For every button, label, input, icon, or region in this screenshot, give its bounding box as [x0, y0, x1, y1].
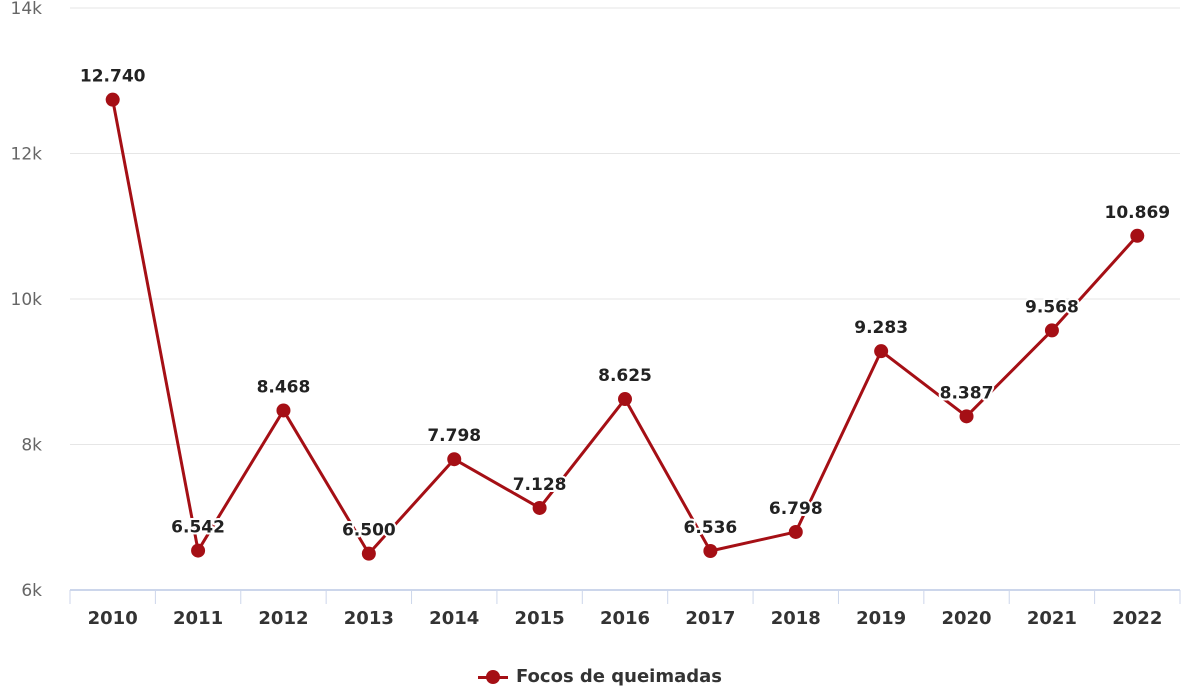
- x-tick-label: 2018: [771, 608, 821, 629]
- x-axis: 2010 2011 2012 2013 2014 2015 2016 2017 2018 2019…: [69, 589, 1181, 629]
- y-tick-label: 6k: [21, 581, 42, 601]
- series-focos-de-queimadas: [105, 92, 1145, 561]
- x-tick-label: 2017: [685, 608, 735, 629]
- data-point-2010[interactable]: [105, 92, 120, 107]
- data-label-2019: 9.283: [854, 318, 908, 338]
- data-point-2012[interactable]: [276, 403, 291, 418]
- legend-item-focos-de-queimadas[interactable]: Focos de queimadas: [477, 666, 723, 687]
- data-label-2015: 7.128: [513, 475, 567, 495]
- data-point-2017[interactable]: [703, 544, 718, 559]
- legend: Focos de queimadas: [0, 666, 1200, 688]
- data-point-2015[interactable]: [532, 500, 547, 515]
- data-point-2018[interactable]: [788, 524, 803, 539]
- x-tick-label: 2013: [344, 608, 394, 629]
- data-label-2022: 10.869: [1105, 203, 1171, 223]
- data-point-2014[interactable]: [447, 452, 462, 467]
- y-tick-label: 10k: [11, 290, 43, 310]
- x-tick-label: 2015: [515, 608, 565, 629]
- data-labels: 12.740 6.542 8.468 6.500 7.798 7.128 8.625 6.53…: [78, 65, 1172, 543]
- x-tick-label: 2012: [258, 608, 308, 629]
- data-label-2014: 7.798: [427, 426, 481, 446]
- gridlines: [70, 7, 1180, 445]
- data-label-2018: 6.798: [769, 499, 823, 519]
- data-point-2019[interactable]: [874, 344, 889, 359]
- data-label-2010: 12.740: [80, 67, 146, 87]
- y-tick-label: 8k: [21, 436, 42, 456]
- data-point-2020[interactable]: [959, 409, 974, 424]
- data-point-2013[interactable]: [361, 546, 376, 561]
- data-label-2013: 6.500: [342, 521, 396, 541]
- y-axis: 6k 8k 10k 12k 14k: [11, 0, 43, 601]
- x-tick-label: 2011: [173, 608, 223, 629]
- x-tick-label: 2019: [856, 608, 906, 629]
- x-tick-label: 2022: [1112, 608, 1162, 629]
- series-line: [111, 99, 1139, 556]
- y-tick-label: 14k: [11, 0, 43, 19]
- data-label-2012: 8.468: [257, 377, 311, 397]
- legend-marker-icon: [477, 669, 508, 684]
- data-label-2021: 9.568: [1025, 297, 1079, 317]
- x-tick-label: 2021: [1027, 608, 1077, 629]
- data-point-2021[interactable]: [1044, 323, 1059, 338]
- data-point-2011[interactable]: [191, 543, 206, 558]
- y-tick-label: 12k: [11, 145, 43, 165]
- x-tick-label: 2020: [941, 608, 991, 629]
- x-tick-label: 2016: [600, 608, 650, 629]
- data-label-2011: 6.542: [171, 518, 225, 538]
- data-label-2020: 8.387: [940, 383, 994, 403]
- data-label-2016: 8.625: [598, 366, 652, 386]
- data-label-2017: 6.536: [683, 518, 737, 538]
- x-tick-label: 2014: [429, 608, 479, 629]
- data-point-2016[interactable]: [618, 392, 632, 407]
- legend-label: Focos de queimadas: [515, 666, 723, 687]
- x-tick-label: 2010: [88, 608, 138, 629]
- data-point-2022[interactable]: [1130, 228, 1145, 243]
